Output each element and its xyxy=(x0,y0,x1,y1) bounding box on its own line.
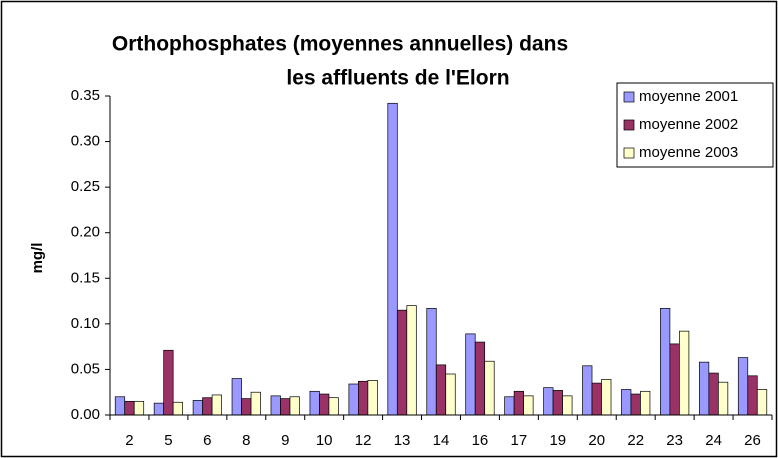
y-tick-label: 0.25 xyxy=(71,178,100,195)
bar xyxy=(698,361,710,416)
bar xyxy=(756,389,768,416)
bar xyxy=(348,383,359,416)
bar xyxy=(250,391,261,416)
y-tick-label: 0.20 xyxy=(71,224,100,241)
bar xyxy=(621,389,632,416)
x-tick-label: 8 xyxy=(242,432,250,449)
bar xyxy=(640,390,651,416)
bar xyxy=(133,400,145,416)
legend-swatch xyxy=(623,91,635,103)
bar xyxy=(192,400,203,416)
bar xyxy=(270,395,281,416)
y-tick-label: 0.15 xyxy=(71,269,100,286)
legend-swatch xyxy=(623,147,635,159)
bar xyxy=(523,395,534,416)
bar xyxy=(552,390,563,416)
bar xyxy=(562,395,573,416)
bar xyxy=(426,308,437,416)
bar xyxy=(582,365,593,416)
bar xyxy=(280,398,291,416)
bar xyxy=(231,378,242,416)
bar xyxy=(114,396,126,416)
x-tick-label: 24 xyxy=(705,432,722,449)
x-tick-label: 14 xyxy=(433,432,450,449)
bar xyxy=(406,305,417,416)
x-tick-label: 5 xyxy=(164,432,172,449)
bar xyxy=(601,379,612,416)
bar xyxy=(289,396,300,416)
bar xyxy=(679,330,690,416)
legend-box xyxy=(616,82,774,168)
bar xyxy=(465,333,476,416)
bar xyxy=(319,393,330,416)
legend-swatch xyxy=(623,119,635,131)
y-axis-label: mg/l xyxy=(29,243,46,274)
bar xyxy=(309,390,320,416)
chart-title: Orthophosphates (moyennes annuelles) dan… xyxy=(112,33,568,56)
bar xyxy=(367,380,378,416)
x-tick-label: 2 xyxy=(125,432,133,449)
chart-title: les affluents de l'Elorn xyxy=(286,67,509,90)
legend-label: moyenne 2003 xyxy=(639,144,738,161)
bar xyxy=(504,396,515,416)
bar xyxy=(328,397,339,416)
y-tick-label: 0.00 xyxy=(71,406,100,423)
x-tick-label: 19 xyxy=(549,432,566,449)
x-tick-label: 16 xyxy=(472,432,489,449)
bar xyxy=(202,397,213,416)
bar xyxy=(153,402,165,416)
x-tick-label: 10 xyxy=(316,432,333,449)
x-tick-label: 20 xyxy=(588,432,605,449)
bar xyxy=(163,349,174,416)
bar xyxy=(669,343,680,416)
bar xyxy=(630,393,641,416)
x-tick-label: 12 xyxy=(355,432,372,449)
bar xyxy=(124,400,135,416)
bar xyxy=(737,357,749,416)
x-tick-label: 26 xyxy=(744,432,761,449)
bar xyxy=(543,387,554,416)
bar xyxy=(241,398,252,416)
bar xyxy=(513,390,524,416)
bar xyxy=(484,360,495,416)
y-tick-label: 0.30 xyxy=(71,133,100,150)
bar xyxy=(445,373,456,416)
legend-label: moyenne 2002 xyxy=(639,116,738,133)
bar xyxy=(660,308,671,416)
bar xyxy=(591,382,602,416)
bar xyxy=(172,401,184,416)
bar xyxy=(211,394,222,416)
x-tick-label: 13 xyxy=(394,432,411,449)
bar xyxy=(474,341,486,416)
x-tick-label: 23 xyxy=(666,432,683,449)
y-tick-label: 0.35 xyxy=(71,87,100,104)
x-tick-label: 17 xyxy=(511,432,528,449)
bar xyxy=(396,309,408,416)
y-tick-label: 0.10 xyxy=(71,315,100,332)
bar xyxy=(717,381,729,416)
y-tick-label: 0.05 xyxy=(71,360,100,377)
legend-label: moyenne 2001 xyxy=(639,88,738,105)
x-tick-label: 6 xyxy=(203,432,211,449)
bar xyxy=(358,380,369,416)
bar xyxy=(747,375,758,416)
x-tick-label: 9 xyxy=(281,432,289,449)
x-tick-label: 22 xyxy=(627,432,644,449)
bar xyxy=(435,364,447,416)
bar xyxy=(387,102,398,416)
bar xyxy=(708,372,719,416)
